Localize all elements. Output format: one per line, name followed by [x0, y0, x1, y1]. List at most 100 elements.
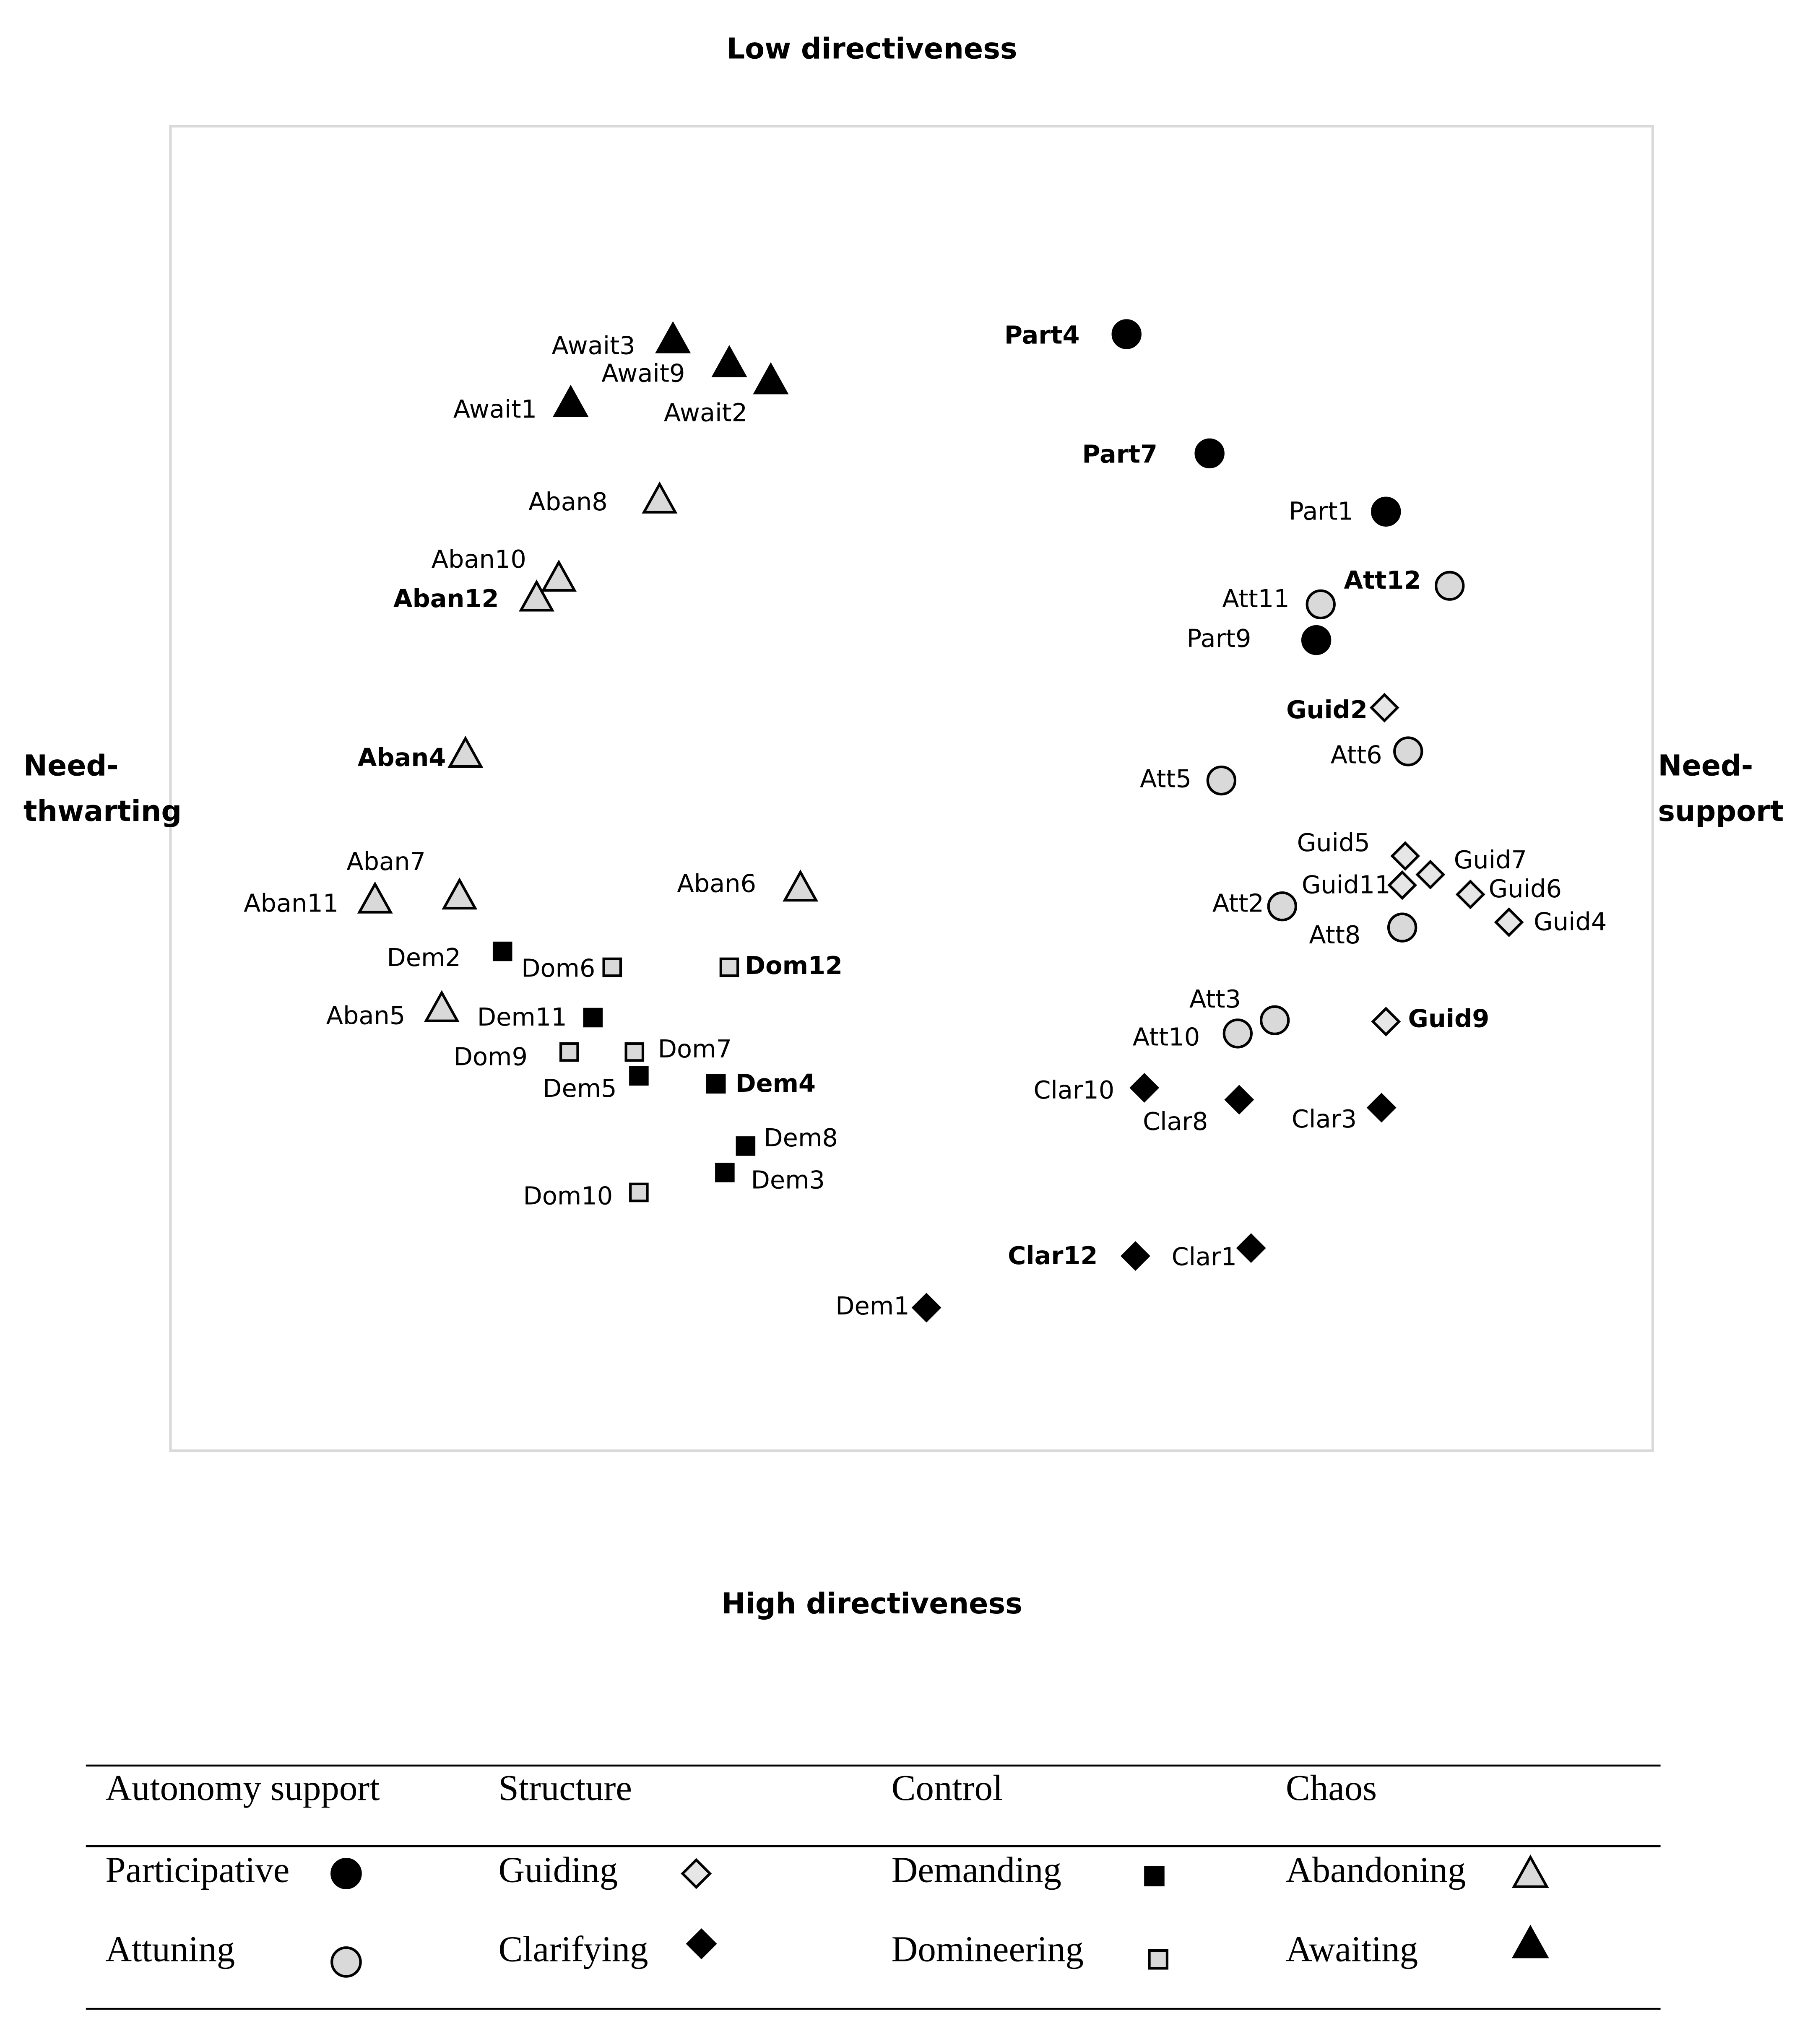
point-label: Aban5: [326, 1001, 406, 1030]
left-axis-label: Need-: [23, 749, 119, 782]
point-label: Part4: [1004, 320, 1080, 349]
right-axis-label: Need-: [1658, 749, 1753, 782]
point-label: Guid11: [1302, 870, 1391, 899]
point-label: Dem4: [736, 1069, 816, 1098]
point-label: Dem2: [387, 943, 461, 972]
point: [447, 735, 484, 768]
right-axis-label: support: [1658, 795, 1784, 828]
point-label: Guid4: [1534, 907, 1607, 936]
point: [1387, 912, 1417, 943]
point: [736, 1136, 756, 1156]
point-label: Clar8: [1143, 1107, 1208, 1136]
point: [1301, 625, 1332, 655]
point: [541, 559, 577, 592]
point-label: Dom12: [745, 951, 843, 980]
legend-header: Chaos: [1286, 1768, 1377, 1808]
point: [1206, 765, 1237, 796]
point-label: Clar3: [1292, 1104, 1357, 1133]
point-label: Aban12: [393, 584, 499, 613]
point: [357, 881, 393, 914]
point-label: Guid6: [1489, 874, 1562, 903]
point-label: Aban11: [244, 888, 338, 917]
point: [1259, 1005, 1290, 1035]
point-label: Guid7: [1454, 845, 1527, 874]
point-label: Dem1: [835, 1291, 910, 1320]
point-label: Dem3: [751, 1165, 825, 1194]
point: [1371, 496, 1401, 527]
legend-entry: Abandoning: [1286, 1849, 1466, 1890]
point-label: Dom7: [658, 1034, 732, 1063]
point-label: Att2: [1212, 889, 1264, 918]
left-axis-label: thwarting: [23, 795, 182, 828]
point-label: Part7: [1082, 440, 1157, 469]
point-label: Dom6: [521, 953, 595, 982]
point: [624, 1042, 645, 1062]
point-label: Aban6: [677, 869, 756, 898]
point: [1494, 907, 1524, 937]
point: [629, 1182, 649, 1203]
point: [715, 1163, 735, 1182]
point-label: Await1: [453, 395, 537, 423]
point-label: Await3: [551, 331, 635, 360]
point: [424, 990, 460, 1022]
legend-marker: [681, 1858, 712, 1889]
legend-header: Autonomy support: [105, 1768, 380, 1808]
point: [559, 1042, 579, 1062]
point-label: Aban10: [432, 545, 526, 574]
legend-marker: [1144, 1866, 1165, 1886]
legend-marker: [1511, 1925, 1549, 1958]
point-label: Att10: [1133, 1022, 1200, 1051]
point-label: Aban8: [528, 487, 608, 516]
point: [1390, 841, 1420, 871]
point: [1306, 589, 1336, 620]
point: [1236, 1233, 1266, 1263]
point-label: Guid9: [1408, 1004, 1489, 1033]
point: [1224, 1085, 1254, 1115]
point: [583, 1008, 603, 1028]
legend-marker: [330, 1946, 362, 1978]
point-label: Att6: [1331, 740, 1382, 769]
point-label: Att5: [1140, 764, 1191, 793]
point-label: Clar10: [1033, 1075, 1114, 1104]
point: [1194, 438, 1225, 468]
point-label: Att3: [1189, 984, 1241, 1013]
point-label: Dem11: [477, 1003, 567, 1031]
point-label: Part9: [1187, 624, 1251, 653]
legend-entry: Participative: [105, 1849, 289, 1890]
point-label: Dom10: [523, 1181, 613, 1210]
point: [655, 321, 691, 353]
legend-entry: Clarifying: [498, 1929, 648, 1969]
legend-entry: Awaiting: [1286, 1929, 1418, 1969]
point: [1369, 693, 1399, 723]
point-label: Att12: [1344, 566, 1421, 595]
point-label: Dem8: [764, 1123, 838, 1152]
point: [1222, 1018, 1253, 1049]
point: [706, 1074, 726, 1094]
point: [1121, 1241, 1150, 1271]
point: [1435, 571, 1465, 601]
point-label: Guid5: [1297, 828, 1370, 857]
point: [1267, 891, 1298, 922]
point: [711, 345, 747, 377]
point: [602, 957, 622, 977]
bottom-axis-label: High directiveness: [721, 1587, 1022, 1621]
point: [642, 481, 678, 514]
legend-marker: [1511, 1854, 1549, 1888]
point-label: Dom9: [454, 1042, 528, 1071]
point-label: Await2: [664, 398, 747, 427]
legend-marker: [1148, 1949, 1169, 1970]
point: [911, 1293, 942, 1323]
legend-entry: Demanding: [892, 1849, 1061, 1890]
point: [1366, 1093, 1397, 1123]
point: [1415, 860, 1446, 890]
legend-header: Structure: [498, 1768, 632, 1808]
point-label: Att8: [1309, 920, 1360, 949]
point: [1111, 319, 1142, 349]
point: [719, 957, 739, 977]
point-label: Part1: [1289, 496, 1353, 525]
point: [783, 869, 819, 902]
point: [1455, 879, 1485, 909]
point: [753, 362, 789, 395]
